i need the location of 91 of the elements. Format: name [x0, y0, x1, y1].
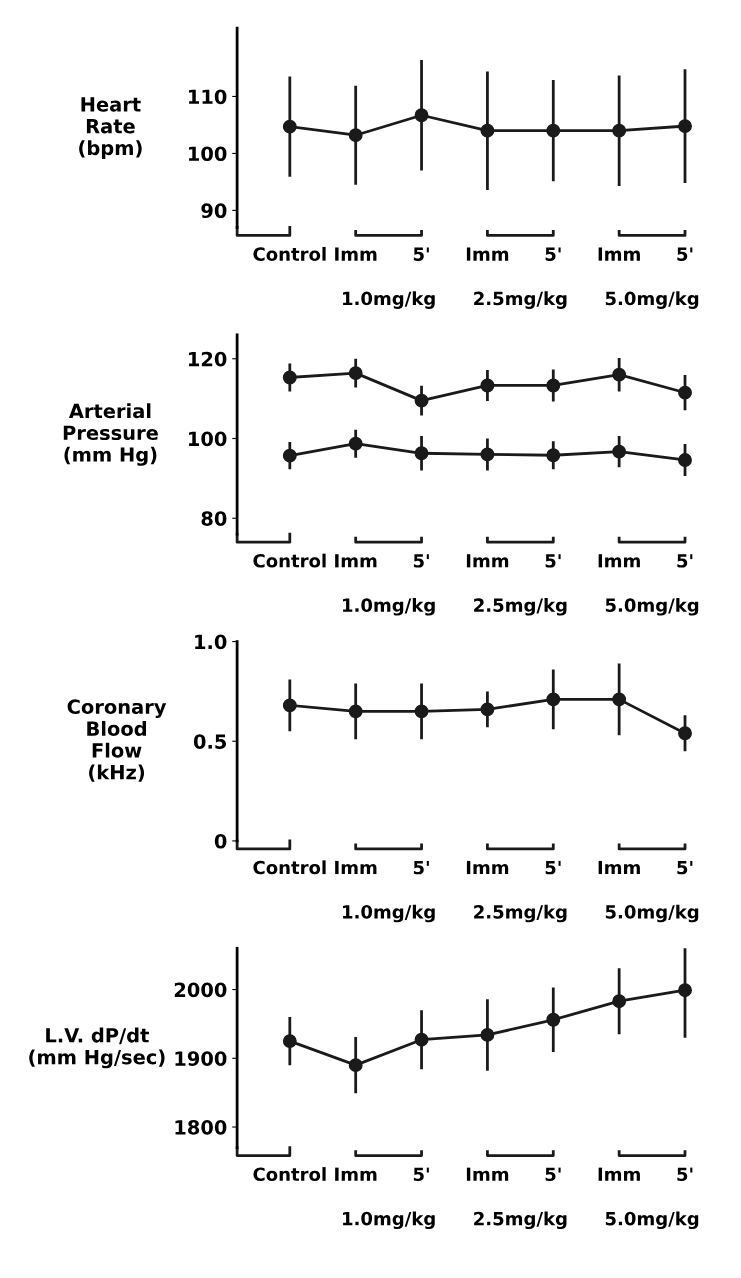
- point: [480, 702, 495, 717]
- x-tick-label: Imm: [335, 860, 377, 875]
- y-tick-label: 1900: [175, 1051, 227, 1066]
- point: [414, 108, 429, 123]
- x-tick-label: 5': [545, 1167, 561, 1182]
- text: 1.0mg/kg: [343, 598, 435, 616]
- x-tick-label: 5': [413, 1167, 429, 1182]
- x-tick-label: 5': [677, 247, 693, 261]
- x-tick-label: Imm: [598, 554, 640, 568]
- y-tick-label: 0: [214, 833, 227, 849]
- x-tick-label: 5': [545, 860, 561, 875]
- point: [546, 378, 561, 393]
- x-tick-label: 5': [545, 247, 561, 261]
- x-tick-label: Imm: [598, 1167, 640, 1181]
- y-axis-title: Arterial Pressure (mm Hg): [63, 403, 158, 466]
- text: 5.0mg/kg: [605, 1211, 699, 1230]
- point: [678, 119, 692, 134]
- point: [612, 994, 627, 1009]
- point: [678, 983, 692, 998]
- point: [480, 123, 495, 138]
- y-tick-label: 100: [189, 146, 227, 162]
- text: 1.0mg/kg: [343, 1211, 435, 1230]
- point: [678, 726, 692, 741]
- y-tick-label: 120: [189, 351, 227, 367]
- text: 5.0mg/kg: [605, 291, 699, 309]
- point: [414, 704, 429, 719]
- x-tick-label: 5': [677, 860, 693, 875]
- x-tick-label: Imm: [335, 554, 377, 568]
- y-tick-label: 1800: [175, 1119, 227, 1135]
- y-tick-label: 1.0: [195, 634, 227, 650]
- y-axis-title: L.V. dP/dt (mm Hg/sec): [29, 1027, 165, 1069]
- point: [348, 704, 363, 719]
- x-tick-label: Imm: [335, 1167, 377, 1181]
- text: 2.5mg/kg: [474, 1211, 567, 1230]
- point: [282, 119, 297, 134]
- y-tick-label: 100: [189, 431, 227, 447]
- point: [612, 123, 627, 138]
- point: [348, 128, 363, 143]
- x-tick-label: Imm: [466, 1167, 509, 1181]
- x-tick-label: 5': [413, 247, 429, 261]
- x-tick-label: Imm: [466, 554, 509, 568]
- point: [480, 1027, 495, 1042]
- point: [546, 448, 561, 463]
- text: 2.5mg/kg: [474, 291, 567, 309]
- point: [546, 692, 561, 707]
- point: [678, 453, 692, 467]
- point: [546, 1012, 561, 1027]
- text: 2.5mg/kg: [474, 598, 567, 616]
- y-axis-title: Coronary Blood Flow (kHz): [67, 699, 167, 782]
- x-tick-label: Control: [253, 553, 326, 568]
- point: [282, 370, 297, 385]
- y-tick-label: 90: [201, 203, 227, 219]
- point: [282, 698, 297, 713]
- y-axis-title: Heart Rate (bpm): [79, 97, 142, 159]
- x-tick-label: Imm: [466, 860, 509, 875]
- x-tick-label: Control: [253, 860, 326, 875]
- point: [414, 393, 429, 408]
- point: [612, 444, 627, 459]
- point: [546, 123, 561, 138]
- text: 1.0mg/kg: [343, 904, 435, 923]
- text: 5.0mg/kg: [605, 598, 699, 616]
- text: 1.0mg/kg: [343, 291, 435, 309]
- y-tick-label: 110: [189, 89, 227, 105]
- point: [348, 366, 363, 381]
- point: [414, 1032, 429, 1047]
- point: [612, 367, 627, 382]
- point: [480, 447, 495, 462]
- y-tick-label: 2000: [174, 982, 227, 998]
- x-tick-label: 5': [677, 554, 693, 568]
- x-tick-label: 5': [677, 1167, 693, 1182]
- x-tick-label: 5': [413, 554, 429, 568]
- point: [282, 448, 297, 463]
- text: 5.0mg/kg: [605, 904, 699, 923]
- x-tick-label: Imm: [598, 860, 640, 875]
- y-tick-label: 0.5: [193, 734, 227, 749]
- point: [348, 436, 363, 451]
- x-tick-label: Imm: [466, 247, 509, 261]
- point: [480, 378, 495, 393]
- x-tick-label: 5': [413, 860, 429, 875]
- x-tick-label: Imm: [598, 247, 640, 261]
- x-tick-label: Control: [253, 1167, 326, 1182]
- point: [348, 1058, 363, 1073]
- point: [612, 692, 627, 707]
- x-tick-label: Control: [253, 246, 326, 261]
- point: [678, 385, 692, 400]
- point: [414, 446, 429, 461]
- point: [282, 1034, 297, 1049]
- x-tick-label: 5': [545, 554, 561, 568]
- text: 2.5mg/kg: [474, 904, 567, 923]
- x-tick-label: Imm: [335, 247, 377, 261]
- y-tick-label: 80: [201, 511, 227, 526]
